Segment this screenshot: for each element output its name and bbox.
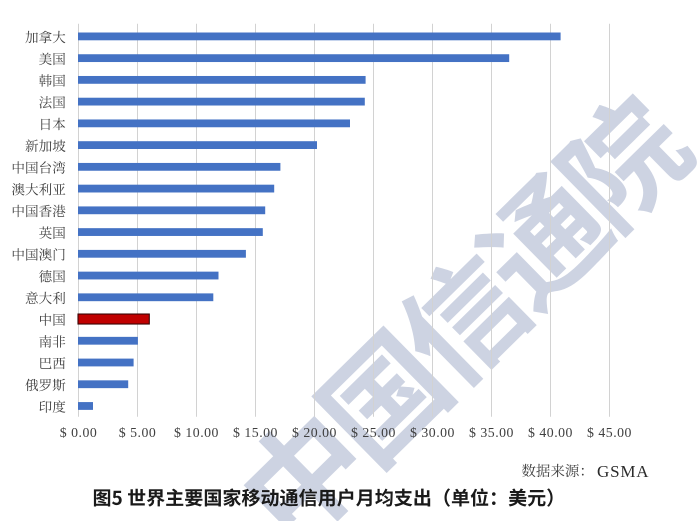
svg-text:$ 40.00: $ 40.00 xyxy=(528,425,573,440)
svg-text:$ 10.00: $ 10.00 xyxy=(174,425,219,440)
svg-text:$ 30.00: $ 30.00 xyxy=(410,425,455,440)
svg-text:$ 45.00: $ 45.00 xyxy=(587,425,632,440)
svg-text:$ 20.00: $ 20.00 xyxy=(292,425,337,440)
svg-text:$ 0.00: $ 0.00 xyxy=(60,425,98,440)
svg-text:$ 25.00: $ 25.00 xyxy=(351,425,396,440)
svg-text:GSMA: GSMA xyxy=(597,462,649,481)
svg-text:$ 35.00: $ 35.00 xyxy=(469,425,514,440)
svg-text:$ 5.00: $ 5.00 xyxy=(119,425,157,440)
svg-text:$ 15.00: $ 15.00 xyxy=(233,425,278,440)
